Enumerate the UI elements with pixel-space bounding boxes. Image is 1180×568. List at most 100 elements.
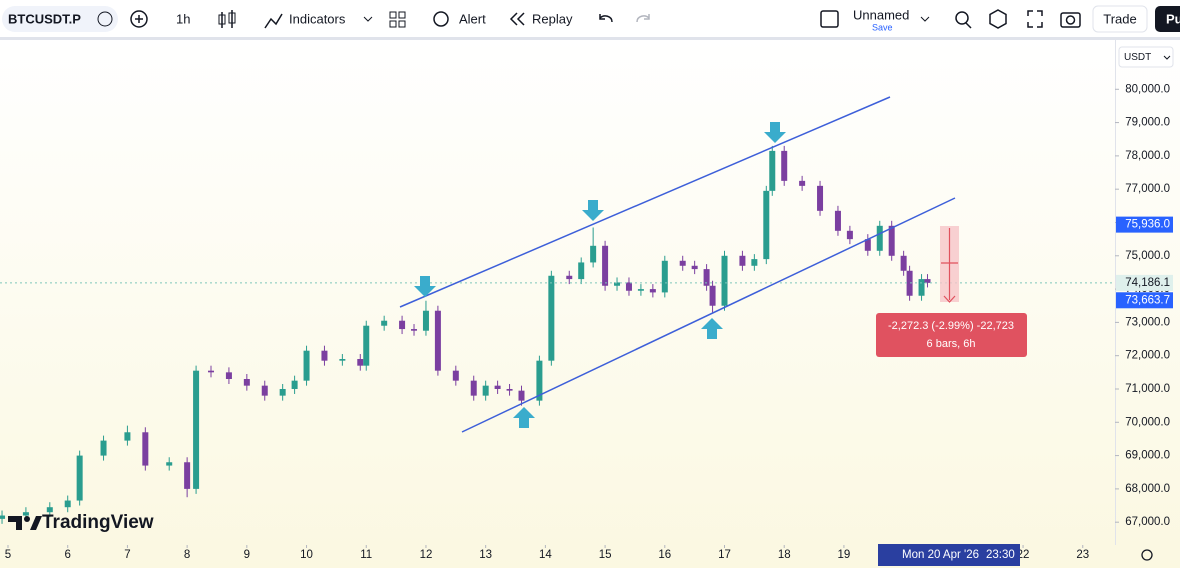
icon [228,12,236,24]
candle-body [536,360,543,401]
alert[interactable]: Alert [459,11,486,26]
publish[interactable]: Pu [1166,11,1180,26]
measure-arrow [941,228,958,303]
measure-range-text: 6 bars, 6h [927,338,976,350]
settings-icon[interactable] [989,9,1007,29]
currency[interactable]: USDT [1124,52,1151,63]
candle-body [769,150,776,191]
candle-body [781,150,788,181]
candle-body [363,325,370,366]
layout-icon[interactable] [820,10,839,28]
candle-body [225,372,232,379]
x-tick-label: 23 [1076,549,1089,561]
interval[interactable]: 1h [176,11,190,26]
candle-body [721,255,728,306]
icon[interactable] [97,11,113,27]
candle-body [321,350,328,361]
candle-body [100,440,107,456]
candle-body [470,380,477,396]
x-tick-label: 9 [244,549,250,561]
channel-upper[interactable] [399,96,891,308]
candle-body [566,275,573,280]
y-tick-label: 69,000.0 [1125,450,1170,462]
candle-body [279,388,286,396]
x-tick-label: 15 [599,549,612,561]
candle-body [506,388,513,391]
y-tick-label: 79,000.0 [1125,117,1170,129]
candle-body [900,255,907,271]
y-tick-label: 68,000.0 [1125,483,1170,495]
candle-body [0,515,6,519]
replay-icon[interactable] [509,12,525,26]
x-tick-label: 16 [658,549,671,561]
trade[interactable]: Trade [1103,11,1136,26]
candle-body [76,455,83,501]
symbol-box[interactable] [2,6,118,32]
trade-button[interactable] [1092,5,1148,33]
redo-icon[interactable] [636,14,650,23]
y-tick-label: 80,000.0 [1125,83,1170,95]
candle-body [303,350,310,381]
arrow-down [764,122,786,143]
price-label-box [1116,274,1173,291]
snapshot-icon[interactable] [1060,12,1081,28]
candle-body [494,385,501,389]
candle-body [399,320,406,330]
candle-body [22,512,29,516]
candle-body [166,462,173,466]
candle-body [739,255,746,266]
undo-icon[interactable] [599,14,613,23]
currency-button[interactable] [1118,46,1174,68]
indicators[interactable]: Indicators [289,11,346,26]
add-symbol-icon[interactable] [130,10,148,28]
candle-body [906,270,913,296]
layout-name[interactable]: Unnamed [853,7,909,22]
y-tick-label: 72,000.0 [1125,350,1170,362]
icon [363,16,373,22]
candle-body [799,180,806,186]
crosshair-time: 23:30 [986,549,1015,561]
candle-body [590,245,597,263]
icon [1065,15,1076,25]
icon [1163,55,1171,60]
candle-body [834,210,841,231]
crosshair-time-box [878,544,1020,566]
publish-button[interactable] [1155,6,1180,32]
fullscreen-icon[interactable] [1027,10,1043,28]
candle-body [918,279,925,296]
y-tick-label: 67,000.0 [1125,516,1170,528]
watermark: TradingView [42,512,154,533]
x-tick-label: 11 [360,549,372,561]
symbol[interactable]: BTCUSDT.P [8,11,81,26]
candle-body [291,380,298,389]
price-label: 74,186.1 [1125,277,1170,289]
search-icon[interactable] [955,11,969,25]
candle-body [703,269,710,286]
candle-body [482,385,489,396]
replay[interactable]: Replay [532,11,573,26]
x-tick-label: 13 [479,549,492,561]
x-tick-label: 17 [718,549,731,561]
price-label: 75,936.0 [1125,219,1170,231]
icon [965,22,972,29]
candle-body [691,265,698,270]
x-tick-label: 19 [838,549,851,561]
indicators-icon[interactable] [264,13,283,29]
icon [135,15,143,23]
measure-change: -2,272.3 (-2.99%) -22,723 [888,320,1014,332]
y-tick-label: 78,000.0 [1125,150,1170,162]
channel-lower[interactable] [461,197,956,433]
candle-body [381,320,388,326]
candle-body [751,259,758,266]
y-tick-label: 75,000.0 [1125,250,1170,262]
arrows [414,122,786,428]
save-label[interactable]: Save [872,22,893,32]
templates-icon[interactable] [389,11,406,28]
arrow-down [414,276,436,297]
candle-body [846,230,853,240]
watermark-logo [8,516,42,530]
candle-body [243,378,250,386]
alert-icon[interactable] [433,11,449,27]
axis-settings-icon[interactable] [1141,549,1153,561]
